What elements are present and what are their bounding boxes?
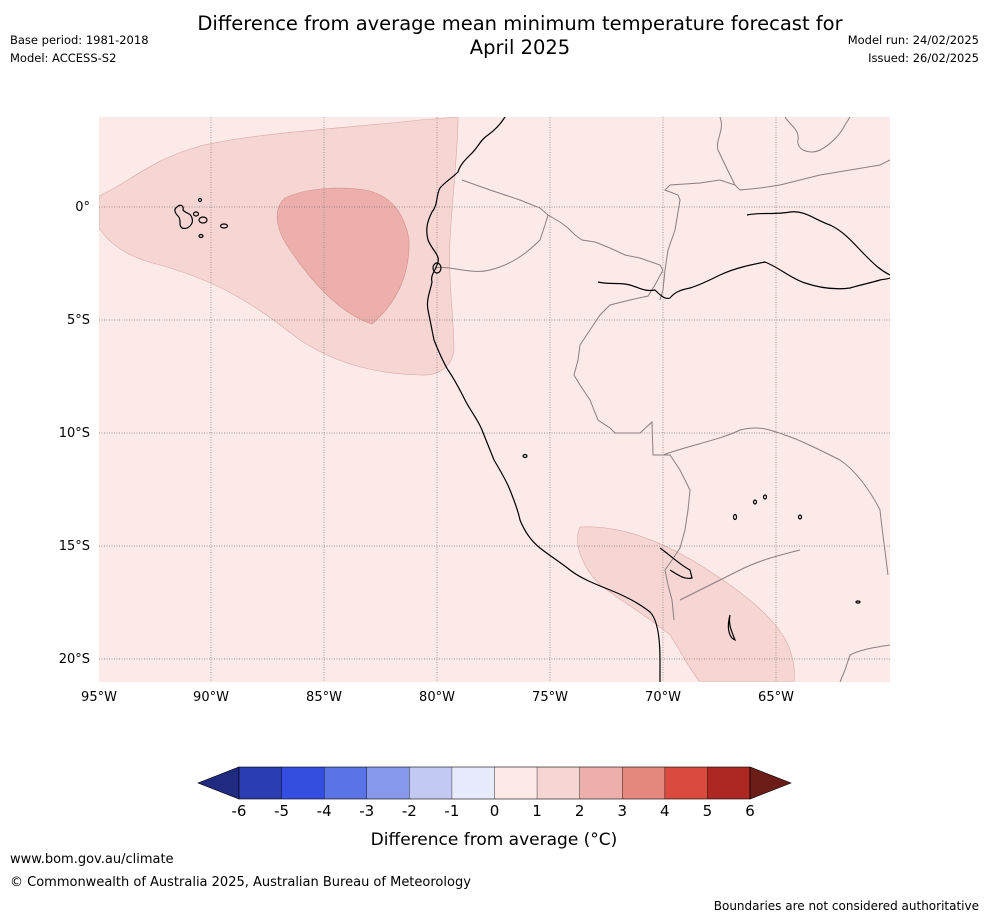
colorbar-segment	[494, 767, 538, 799]
country-borders	[434, 117, 890, 682]
colorbar-tick-label: -6	[232, 802, 247, 820]
lon-label-80w: 80°W	[419, 690, 455, 705]
colorbar-tick-label: 1	[532, 802, 542, 820]
colorbar-segment	[324, 767, 368, 799]
model-name: Model: ACCESS-S2	[10, 51, 117, 65]
meta-left: Base period: 1981-2018 Model: ACCESS-S2	[10, 31, 149, 67]
anomaly-region-1-2-south	[577, 526, 795, 682]
colorbar-tick-label: 2	[575, 802, 585, 820]
colorbar-tick-label: 4	[660, 802, 670, 820]
issued-date: Issued: 26/02/2025	[868, 51, 979, 65]
colorbar-segment	[579, 767, 623, 799]
colorbar-tick-label: 5	[703, 802, 713, 820]
colorbar-segment	[239, 767, 283, 799]
lon-label-75w: 75°W	[532, 690, 568, 705]
longitude-labels: 95°W 90°W 85°W 80°W 75°W 70°W 65°W	[81, 690, 794, 705]
colorbar-tick-label: -5	[274, 802, 289, 820]
lat-label-0: 0°	[75, 200, 90, 215]
lat-label-5s: 5°S	[67, 313, 90, 328]
lon-label-90w: 90°W	[193, 690, 229, 705]
colorbar-tick-label: -1	[444, 802, 459, 820]
latitude-labels: 0° 5°S 10°S 15°S 20°S	[59, 200, 90, 667]
title-line-2: April 2025	[469, 36, 571, 59]
chart-title: Difference from average mean minimum tem…	[150, 12, 890, 60]
footer-copyright: © Commonwealth of Australia 2025, Austra…	[10, 875, 471, 890]
colorbar-tick-label: 6	[745, 802, 755, 820]
lat-label-10s: 10°S	[59, 426, 90, 441]
colorbar-segment	[409, 767, 453, 799]
footer-url[interactable]: www.bom.gov.au/climate	[10, 852, 174, 867]
map: 0° 5°S 10°S 15°S 20°S 95°W 90°W 85°W 80°…	[59, 117, 890, 705]
colorbar-tick-label: -4	[317, 802, 332, 820]
meta-right: Model run: 24/02/2025 Issued: 26/02/2025	[848, 31, 979, 67]
footer-disclaimer: Boundaries are not considered authoritat…	[713, 899, 979, 913]
lon-label-65w: 65°W	[758, 690, 794, 705]
model-run-date: Model run: 24/02/2025	[847, 33, 979, 47]
colorbar-segment	[664, 767, 708, 799]
colorbar-frame	[238, 766, 751, 800]
colorbar-tick-label: 0	[490, 802, 500, 820]
lon-label-95w: 95°W	[81, 690, 117, 705]
colorbar-segment	[537, 767, 581, 799]
map-plot-area	[99, 117, 890, 682]
base-period: Base period: 1981-2018	[10, 33, 149, 47]
lon-label-70w: 70°W	[645, 690, 681, 705]
colorbar-label: Difference from average (°C)	[371, 830, 618, 850]
lon-label-85w: 85°W	[306, 690, 342, 705]
colorbar-ticks: -6 -5 -4 -3 -2 -1 0 1 2 3 4 5 6	[232, 802, 755, 820]
colorbar-segment	[707, 767, 751, 799]
colorbar-tick-label: 3	[617, 802, 627, 820]
colorbar-tick-label: -2	[402, 802, 417, 820]
colorbar-extend-high	[749, 766, 792, 800]
colorbar-tick-label: -3	[359, 802, 374, 820]
colorbar-extend-low	[197, 766, 240, 800]
title-line-1: Difference from average mean minimum tem…	[197, 12, 843, 35]
colorbar-segment	[451, 767, 495, 799]
lat-label-20s: 20°S	[59, 652, 90, 667]
lat-label-15s: 15°S	[59, 539, 90, 554]
coastlines	[426, 117, 890, 682]
grid-lines	[99, 117, 890, 682]
anomaly-region-2-3	[276, 187, 410, 325]
colorbar-segment	[622, 767, 666, 799]
colorbar-segment	[366, 767, 410, 799]
colorbar-segment	[281, 767, 325, 799]
islands	[174, 197, 861, 604]
colorbar-segments	[197, 766, 792, 800]
